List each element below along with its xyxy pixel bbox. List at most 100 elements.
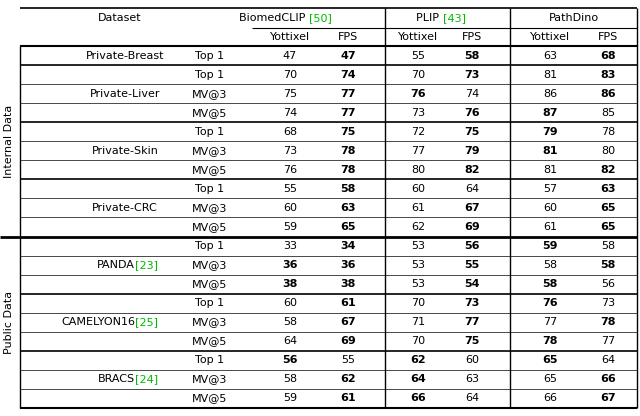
Text: 78: 78 xyxy=(340,146,356,156)
Text: MV@3: MV@3 xyxy=(192,203,228,213)
Text: 79: 79 xyxy=(542,127,558,137)
Text: 78: 78 xyxy=(600,317,616,327)
Text: 62: 62 xyxy=(410,355,426,365)
Text: 70: 70 xyxy=(411,69,425,79)
Text: 67: 67 xyxy=(340,317,356,327)
Text: 63: 63 xyxy=(340,203,356,213)
Text: 77: 77 xyxy=(464,317,480,327)
Text: Yottixel: Yottixel xyxy=(398,32,438,42)
Text: 36: 36 xyxy=(340,260,356,270)
Text: PANDA: PANDA xyxy=(97,260,135,270)
Text: 66: 66 xyxy=(543,394,557,404)
Text: 80: 80 xyxy=(411,165,425,175)
Text: MV@5: MV@5 xyxy=(192,336,228,346)
Text: Internal Data: Internal Data xyxy=(4,105,14,178)
Text: 61: 61 xyxy=(543,222,557,232)
Text: 63: 63 xyxy=(543,50,557,60)
Text: 74: 74 xyxy=(465,89,479,99)
Text: 47: 47 xyxy=(340,50,356,60)
Text: 78: 78 xyxy=(340,165,356,175)
Text: [43]: [43] xyxy=(442,13,465,23)
Text: 58: 58 xyxy=(283,317,297,327)
Text: MV@5: MV@5 xyxy=(192,222,228,232)
Text: 83: 83 xyxy=(600,69,616,79)
Text: 73: 73 xyxy=(411,108,425,118)
Text: 71: 71 xyxy=(411,317,425,327)
Text: 55: 55 xyxy=(341,355,355,365)
Text: 82: 82 xyxy=(464,165,480,175)
Text: Top 1: Top 1 xyxy=(195,241,225,251)
Text: 75: 75 xyxy=(464,127,480,137)
Text: 79: 79 xyxy=(464,146,480,156)
Text: 72: 72 xyxy=(411,127,425,137)
Text: 77: 77 xyxy=(340,108,356,118)
Text: 85: 85 xyxy=(601,108,615,118)
Text: MV@5: MV@5 xyxy=(192,165,228,175)
Text: 76: 76 xyxy=(410,89,426,99)
Text: MV@3: MV@3 xyxy=(192,89,228,99)
Text: 58: 58 xyxy=(601,241,615,251)
Text: 65: 65 xyxy=(600,203,616,213)
Text: FPS: FPS xyxy=(338,32,358,42)
Text: 60: 60 xyxy=(283,203,297,213)
Text: 73: 73 xyxy=(283,146,297,156)
Text: 69: 69 xyxy=(464,222,480,232)
Text: 67: 67 xyxy=(600,394,616,404)
Text: 60: 60 xyxy=(465,355,479,365)
Text: 81: 81 xyxy=(543,165,557,175)
Text: 75: 75 xyxy=(340,127,356,137)
Text: Top 1: Top 1 xyxy=(195,69,225,79)
Text: 34: 34 xyxy=(340,241,356,251)
Text: 87: 87 xyxy=(542,108,557,118)
Text: 63: 63 xyxy=(465,374,479,384)
Text: [24]: [24] xyxy=(135,374,158,384)
Text: 60: 60 xyxy=(283,298,297,308)
Text: 62: 62 xyxy=(340,374,356,384)
Text: 61: 61 xyxy=(340,394,356,404)
Text: BiomedCLIP: BiomedCLIP xyxy=(239,13,308,23)
Text: 69: 69 xyxy=(340,336,356,346)
Text: 65: 65 xyxy=(340,222,356,232)
Text: 75: 75 xyxy=(283,89,297,99)
Text: 38: 38 xyxy=(340,279,356,289)
Text: 60: 60 xyxy=(543,203,557,213)
Text: BRACS: BRACS xyxy=(98,374,135,384)
Text: [23]: [23] xyxy=(135,260,158,270)
Text: 56: 56 xyxy=(282,355,298,365)
Text: Dataset: Dataset xyxy=(98,13,142,23)
Text: Public Data: Public Data xyxy=(4,291,14,354)
Text: 86: 86 xyxy=(543,89,557,99)
Text: 86: 86 xyxy=(600,89,616,99)
Text: FPS: FPS xyxy=(598,32,618,42)
Text: 73: 73 xyxy=(464,298,480,308)
Text: 76: 76 xyxy=(464,108,480,118)
Text: 65: 65 xyxy=(542,355,557,365)
Text: 58: 58 xyxy=(543,260,557,270)
Text: 64: 64 xyxy=(601,355,615,365)
Text: FPS: FPS xyxy=(462,32,482,42)
Text: 76: 76 xyxy=(542,298,558,308)
Text: 64: 64 xyxy=(465,184,479,194)
Text: 53: 53 xyxy=(411,260,425,270)
Text: MV@3: MV@3 xyxy=(192,260,228,270)
Text: 62: 62 xyxy=(411,222,425,232)
Text: 66: 66 xyxy=(600,374,616,384)
Text: MV@5: MV@5 xyxy=(192,108,228,118)
Text: 74: 74 xyxy=(340,69,356,79)
Text: 81: 81 xyxy=(542,146,557,156)
Text: Private-Liver: Private-Liver xyxy=(90,89,160,99)
Text: 70: 70 xyxy=(411,298,425,308)
Text: 76: 76 xyxy=(283,165,297,175)
Text: 66: 66 xyxy=(410,394,426,404)
Text: 57: 57 xyxy=(543,184,557,194)
Text: 55: 55 xyxy=(411,50,425,60)
Text: MV@3: MV@3 xyxy=(192,374,228,384)
Text: Top 1: Top 1 xyxy=(195,355,225,365)
Text: 63: 63 xyxy=(600,184,616,194)
Text: MV@3: MV@3 xyxy=(192,146,228,156)
Text: PathDino: PathDino xyxy=(548,13,598,23)
Text: Private-Breast: Private-Breast xyxy=(86,50,164,60)
Text: Top 1: Top 1 xyxy=(195,298,225,308)
Text: 73: 73 xyxy=(601,298,615,308)
Text: 80: 80 xyxy=(601,146,615,156)
